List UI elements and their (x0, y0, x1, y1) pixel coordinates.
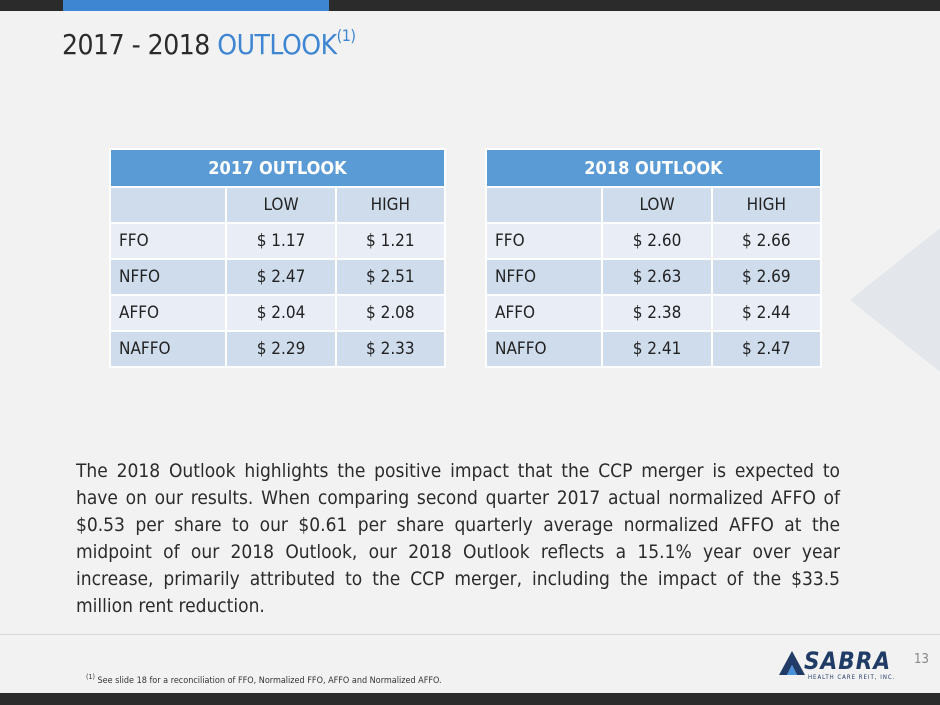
table-row: AFFO $ 2.38 $ 2.44 (484, 294, 823, 332)
table-row: NAFFO $ 2.29 $ 2.33 (108, 330, 447, 368)
table-header-row: LOW HIGH (108, 186, 447, 224)
row-high: $ 2.69 (710, 258, 823, 296)
header-high: HIGH (334, 186, 447, 224)
table-row: NFFO $ 2.63 $ 2.69 (484, 258, 823, 296)
logo-wordmark: SABRA (804, 647, 892, 675)
top-accent-bar (63, 0, 329, 11)
logo-tagline: HEALTH CARE REIT, INC. (808, 674, 896, 681)
row-high: $ 2.08 (334, 294, 447, 332)
row-low: $ 2.38 (601, 294, 713, 332)
footnote-text: See slide 18 for a reconciliation of FFO… (94, 676, 442, 686)
table-title: 2018 OUTLOOK (485, 148, 822, 188)
row-label: NAFFO (108, 330, 228, 368)
row-label: FFO (484, 222, 604, 260)
bottom-bar (0, 693, 940, 705)
table-title: 2017 OUTLOOK (109, 148, 446, 188)
row-low: $ 2.41 (601, 330, 713, 368)
table-row: FFO $ 1.17 $ 1.21 (108, 222, 447, 260)
footer-divider (0, 634, 940, 635)
header-blank (484, 186, 604, 224)
header-low: LOW (225, 186, 337, 224)
row-high: $ 2.33 (334, 330, 447, 368)
row-low: $ 2.47 (225, 258, 337, 296)
decorative-chevron (850, 228, 940, 372)
header-high: HIGH (710, 186, 823, 224)
logo-mark-icon (779, 651, 805, 675)
row-label: NFFO (108, 258, 228, 296)
row-low: $ 2.63 (601, 258, 713, 296)
table-header-row: LOW HIGH (484, 186, 823, 224)
title-main: 2017 - 2018 (62, 28, 218, 61)
row-high: $ 2.51 (334, 258, 447, 296)
page-title: 2017 - 2018 OUTLOOK(1) (62, 26, 356, 61)
row-label: NAFFO (484, 330, 604, 368)
row-low: $ 2.29 (225, 330, 337, 368)
row-label: FFO (108, 222, 228, 260)
page-number: 13 (914, 652, 929, 667)
row-low: $ 2.04 (225, 294, 337, 332)
row-high: $ 2.47 (710, 330, 823, 368)
outlook-table-2017: 2017 OUTLOOK LOW HIGH FFO $ 1.17 $ 1.21 … (108, 148, 447, 368)
row-high: $ 2.66 (710, 222, 823, 260)
footnote: (1) See slide 18 for a reconciliation of… (86, 673, 442, 686)
title-footnote-ref: (1) (336, 26, 356, 45)
row-high: $ 2.44 (710, 294, 823, 332)
header-blank (108, 186, 228, 224)
row-high: $ 1.21 (334, 222, 447, 260)
row-label: NFFO (484, 258, 604, 296)
summary-paragraph: The 2018 Outlook highlights the positive… (76, 460, 840, 617)
table-row: NAFFO $ 2.41 $ 2.47 (484, 330, 823, 368)
table-row: FFO $ 2.60 $ 2.66 (484, 222, 823, 260)
outlook-table-2018: 2018 OUTLOOK LOW HIGH FFO $ 2.60 $ 2.66 … (484, 148, 823, 368)
table-row: NFFO $ 2.47 $ 2.51 (108, 258, 447, 296)
footnote-marker: (1) (86, 673, 95, 681)
table-row: AFFO $ 2.04 $ 2.08 (108, 294, 447, 332)
title-accent: OUTLOOK (217, 28, 337, 61)
header-low: LOW (601, 186, 713, 224)
row-low: $ 1.17 (225, 222, 337, 260)
row-label: AFFO (484, 294, 604, 332)
top-bar (0, 0, 940, 11)
row-low: $ 2.60 (601, 222, 713, 260)
row-label: AFFO (108, 294, 228, 332)
company-logo: SABRA HEALTH CARE REIT, INC. (778, 648, 910, 682)
